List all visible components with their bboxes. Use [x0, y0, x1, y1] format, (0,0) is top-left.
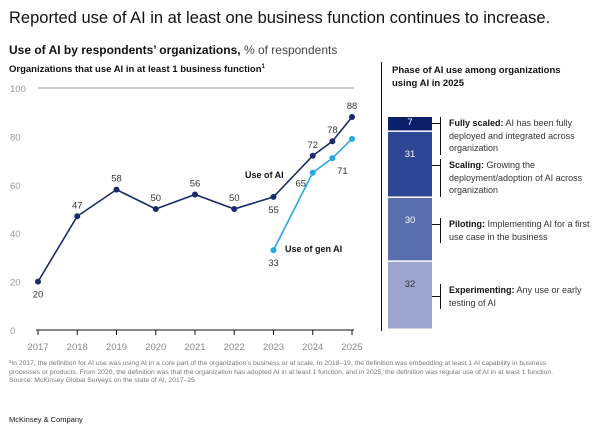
bar-value-label: 7 [407, 117, 412, 128]
y-tick-label: 100 [10, 84, 26, 95]
y-tick-label: 0 [10, 326, 15, 337]
data-label: 88 [347, 101, 358, 112]
data-point [349, 114, 355, 121]
left-panel-heading: Organizations that use AI in at least 1 … [9, 64, 265, 75]
phase-name: Scaling: [449, 160, 485, 170]
data-point [349, 135, 355, 142]
phase-name: Fully scaled: [449, 118, 504, 128]
footnote: ¹In 2017, the definition for AI use was … [9, 360, 569, 386]
x-tick-label: 2024 [302, 342, 323, 353]
annotation-connector [432, 165, 440, 166]
phase-name: Piloting: [449, 219, 485, 229]
bar-value-label: 31 [405, 149, 416, 160]
data-label: 55 [268, 205, 279, 216]
bar-segment-piloting [388, 197, 432, 261]
data-point [329, 155, 336, 162]
data-label: 33 [268, 258, 279, 269]
phase-description: Growing the deployment/adoption of AI ac… [449, 160, 583, 195]
bar-value-label: 30 [405, 215, 416, 226]
series-line-0 [37, 116, 353, 283]
data-label: 65 [295, 179, 306, 190]
data-point [113, 186, 120, 193]
phase-name: Experimenting: [449, 285, 515, 295]
data-point [35, 278, 41, 285]
x-tick-label: 2020 [145, 342, 166, 353]
data-point [309, 152, 316, 159]
data-point [192, 191, 198, 198]
data-label: 20 [33, 290, 44, 301]
subtitle-bold: Use of AI by respondents’ organizations, [9, 43, 241, 57]
data-label: 50 [150, 193, 161, 204]
chart-subtitle: Use of AI by respondents’ organizations,… [9, 43, 337, 57]
y-tick-label: 80 [10, 132, 21, 143]
phase-annotation: Fully scaled: AI has been fully deployed… [440, 117, 599, 155]
phase-description: AI has been fully deployed and integrate… [449, 118, 575, 153]
data-label: 56 [190, 178, 201, 189]
left-heading-text: Organizations that use AI in at least 1 … [9, 64, 262, 76]
annotation-connector [432, 224, 440, 225]
data-label: 71 [337, 166, 348, 177]
x-tick-label: 2025 [341, 342, 362, 353]
phase-description: Implementing AI for a first use case in … [449, 219, 590, 242]
data-label: 47 [72, 200, 83, 211]
y-tick-label: 40 [10, 229, 21, 240]
data-point [74, 213, 81, 220]
subtitle-unit: % of respondents [243, 43, 338, 57]
bar-value-label: 32 [405, 279, 416, 290]
x-tick-label: 2019 [106, 342, 127, 353]
bar-segment-fully-scaled [388, 117, 432, 131]
phase-annotation: Experimenting: Any use or early testing … [440, 284, 599, 309]
data-label: 72 [307, 140, 318, 151]
x-tick-label: 2021 [184, 342, 205, 353]
data-point [231, 206, 238, 212]
data-point [270, 247, 277, 254]
x-tick-label: 2017 [27, 342, 48, 353]
series-label-use-of-gen-ai: Use of gen AI [285, 244, 342, 254]
x-tick-label: 2023 [263, 342, 284, 353]
footnote-text: ¹In 2017, the definition for AI use was … [9, 360, 554, 376]
phase-description: Any use or early testing of AI [449, 285, 582, 308]
bar-segment-scaling [388, 131, 432, 197]
x-tick-label: 2018 [67, 342, 88, 353]
series-label-use-of-ai: Use of AI [245, 170, 284, 180]
data-point [270, 193, 277, 200]
annotation-connector [432, 123, 440, 124]
footnote-marker: 1 [261, 64, 265, 70]
y-tick-label: 60 [10, 181, 21, 192]
y-tick-label: 20 [10, 278, 21, 289]
data-point [329, 138, 336, 145]
data-label: 78 [327, 125, 338, 136]
data-label: 58 [111, 174, 122, 185]
brand-logo-text: McKinsey & Company [9, 415, 83, 424]
series-line-1 [272, 138, 353, 251]
annotation-connector [432, 296, 440, 297]
phase-annotation: Piloting: Implementing AI for a first us… [440, 218, 599, 243]
source-text: Source: McKinsey Global Surveys on the s… [9, 377, 195, 385]
chart-title: Reported use of AI in at least one busin… [9, 9, 551, 27]
panel-divider [381, 62, 382, 331]
x-tick-label: 2022 [224, 342, 245, 353]
bar-segment-experimenting [388, 261, 432, 329]
data-label: 50 [229, 193, 240, 204]
phase-annotation: Scaling: Growing the deployment/adoption… [440, 159, 599, 197]
data-point [152, 206, 159, 212]
right-panel-heading: Phase of AI use among organizations usin… [392, 65, 561, 89]
data-point [309, 169, 316, 176]
